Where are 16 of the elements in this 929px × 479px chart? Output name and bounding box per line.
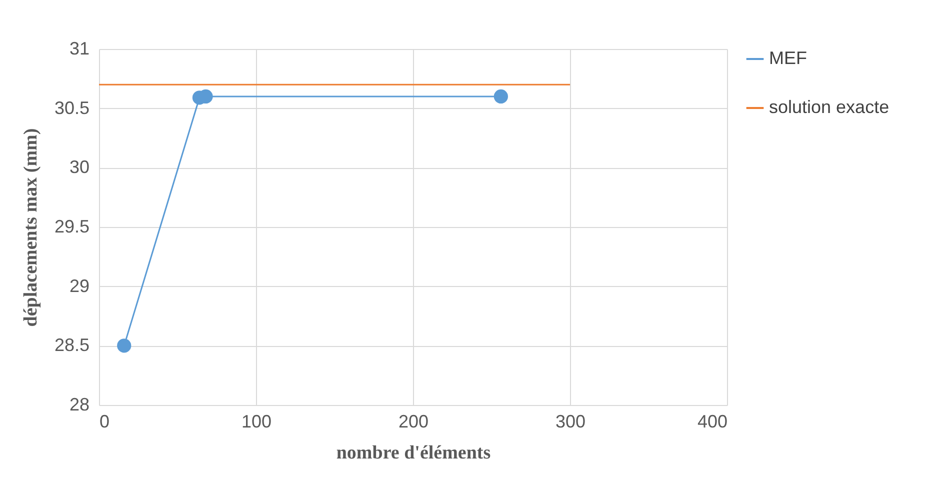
y-tick-label: 31 bbox=[69, 38, 90, 58]
x-tick-label: 400 bbox=[697, 412, 728, 432]
y-tick-label: 30.5 bbox=[54, 98, 90, 118]
y-tick-label: 29 bbox=[69, 276, 90, 296]
legend-label: MEF bbox=[769, 48, 807, 68]
x-tick-label: 100 bbox=[241, 412, 272, 432]
x-tick-label: 0 bbox=[100, 412, 110, 432]
y-tick-label: 28.5 bbox=[54, 335, 90, 356]
x-axis-title: nombre d'éléments bbox=[336, 442, 491, 464]
y-tick-label: 29.5 bbox=[54, 216, 90, 236]
x-tick-label: 200 bbox=[398, 412, 429, 432]
legend-label: solution exacte bbox=[769, 97, 890, 117]
y-tick-label: 28 bbox=[69, 394, 90, 414]
y-axis-title: déplacements max (mm) bbox=[20, 128, 42, 327]
y-tick-label: 30 bbox=[69, 157, 90, 178]
x-tick-label: 300 bbox=[555, 412, 586, 432]
